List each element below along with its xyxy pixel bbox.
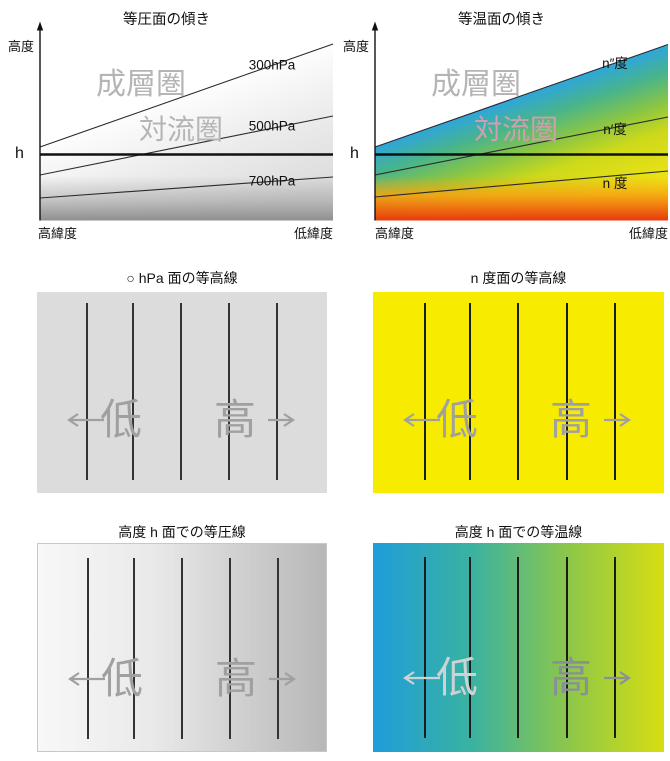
panel-hpa-surface-contours: 低 高 (37, 292, 327, 493)
isobar-line-500hpa (39, 115, 334, 176)
isotherm-line (614, 557, 616, 738)
left-arrow-icon (67, 413, 104, 427)
contour-line (86, 303, 88, 480)
isotherm-line (566, 557, 568, 738)
isobar-line (133, 558, 135, 739)
isotherm-tilt-plot (371, 21, 669, 221)
panel-isotherms-at-h: 低 高 (373, 543, 664, 752)
contour-line (614, 303, 616, 480)
h-label: h (15, 145, 24, 162)
stratosphere-label: 成層圏 (431, 68, 521, 101)
y-axis-label: 高度 (8, 39, 35, 54)
y-axis-arrow-icon (36, 21, 44, 31)
contour-line (180, 303, 182, 480)
label-n2-deg: n″度 (602, 56, 628, 71)
panel-title: 等圧面の傾き (123, 12, 210, 28)
panel-title: 高度 h 面での等圧線 (118, 524, 246, 540)
contour-line (517, 303, 519, 480)
panel-title: 等温面の傾き (458, 12, 545, 28)
contour-line (566, 303, 568, 480)
right-arrow-icon (268, 413, 295, 427)
label-n1-deg: n′度 (603, 122, 627, 137)
high-label: 高 (549, 396, 593, 443)
left-arrow-icon (403, 413, 440, 427)
isotherm-line-n1 (374, 116, 669, 176)
right-arrow-icon (604, 671, 631, 685)
panel-title: 高度 h 面での等温線 (454, 524, 583, 540)
y-axis-arrow-icon (371, 21, 379, 31)
left-arrow-icon (403, 671, 440, 685)
isobar-line-700hpa (39, 176, 334, 199)
isobar-line-300hpa (39, 43, 334, 148)
isobar-line (87, 558, 89, 739)
isotherm-line (469, 557, 471, 738)
high-label: 高 (213, 396, 257, 443)
panel-title: n 度面の等高線 (470, 270, 567, 286)
high-label: 高 (214, 655, 258, 702)
isobar-line (181, 558, 183, 739)
isotherm-line (424, 557, 426, 738)
x-axis-left-label: 高緯度 (375, 226, 415, 241)
near-ground-shading (40, 176, 333, 221)
label-300hpa: 300hPa (248, 57, 296, 73)
contour-line (469, 303, 471, 480)
troposphere-label: 対流圏 (138, 114, 224, 145)
isotherm-line-n (374, 170, 669, 198)
panel-title: ○ hPa 面の等高線 (126, 270, 238, 286)
right-arrow-icon (269, 672, 296, 686)
low-label: 低 (100, 655, 144, 702)
h-label: h (350, 145, 359, 162)
contour-line (424, 303, 426, 480)
troposphere-label: 対流圏 (473, 114, 559, 145)
x-axis-right-label: 低緯度 (628, 226, 668, 241)
isotherm-line (517, 557, 519, 738)
panel-isobar-tilt: 等圧面の傾き 高度 (0, 0, 335, 245)
left-arrow-icon (68, 672, 105, 686)
contour-line (132, 303, 134, 480)
panel-isobars-at-h: 低 高 (37, 543, 327, 752)
isotherm-line-n2 (374, 43, 669, 148)
high-label: 高 (549, 654, 593, 701)
y-axis-label: 高度 (343, 39, 370, 54)
right-arrow-icon (604, 413, 631, 427)
x-axis-right-label: 低緯度 (293, 226, 333, 241)
label-500hpa: 500hPa (248, 118, 296, 134)
low-label: 低 (99, 396, 143, 443)
low-label: 低 (435, 654, 479, 701)
isobar-line (277, 558, 279, 739)
contour-line (228, 303, 230, 480)
low-label: 低 (435, 396, 479, 443)
stratosphere-label: 成層圏 (96, 68, 186, 101)
x-axis-left-label: 高緯度 (38, 226, 78, 241)
panel-ndeg-surface-contours: 低 高 (373, 292, 664, 493)
label-n-deg: n 度 (602, 176, 628, 191)
panel-isotherm-tilt: 等温面の傾き (335, 0, 670, 245)
label-700hpa: 700hPa (248, 173, 296, 189)
contour-line (276, 303, 278, 480)
isobar-tilt-plot (36, 21, 334, 221)
warm-bottom-shading (375, 176, 668, 221)
isobar-line (229, 558, 231, 739)
